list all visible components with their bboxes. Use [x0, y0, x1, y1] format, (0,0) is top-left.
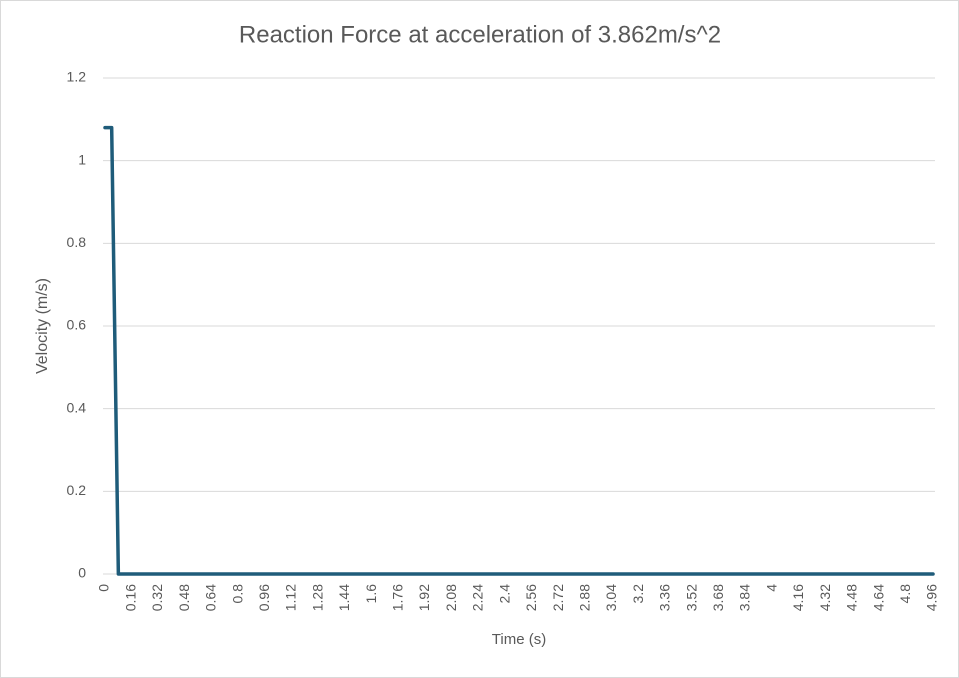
- x-axis-title: Time (s): [492, 631, 546, 648]
- y-tick-label: 0.8: [67, 234, 87, 250]
- x-tick-label: 2.08: [443, 584, 459, 611]
- x-tick-label: 3.84: [737, 584, 753, 611]
- x-tick-label: 4.64: [870, 584, 886, 611]
- x-tick-label: 1.44: [336, 584, 352, 611]
- x-tick-label: 4.48: [844, 584, 860, 611]
- x-tick-label: 3.52: [683, 584, 699, 611]
- x-tick-label: 0.96: [256, 584, 272, 611]
- x-tick-label: 3.68: [710, 584, 726, 611]
- x-tick-label: 4.96: [924, 584, 940, 611]
- x-tick-label: 2.72: [550, 584, 566, 611]
- x-tick-label: 2.88: [576, 584, 592, 611]
- y-tick-label: 1: [78, 151, 86, 167]
- x-tick-label: 1.12: [283, 584, 299, 611]
- chart-title: Reaction Force at acceleration of 3.862m…: [239, 21, 721, 48]
- y-tick-label: 0.2: [67, 482, 87, 498]
- x-tick-label: 4.8: [897, 584, 913, 604]
- x-tick-label: 4: [763, 584, 779, 592]
- x-tick-label: 1.28: [309, 584, 325, 611]
- x-tick-label: 4.32: [817, 584, 833, 611]
- x-tick-label: 3.04: [603, 584, 619, 611]
- y-tick-label: 1.2: [67, 69, 87, 85]
- data-line: [103, 125, 935, 576]
- y-axis-title: Velocity (m/s): [34, 278, 51, 374]
- x-tick-label: 1.76: [390, 584, 406, 611]
- y-tick-label: 0: [78, 565, 86, 581]
- x-tick-label: 2.4: [496, 584, 512, 604]
- y-tick-label: 0.4: [67, 399, 87, 415]
- y-tick-label: 0.6: [67, 317, 87, 333]
- x-tick-label: 0.64: [203, 584, 219, 611]
- x-tick-label: 0.16: [122, 584, 138, 611]
- x-tick-label: 0.8: [229, 584, 245, 604]
- x-tick-label: 0.32: [149, 584, 165, 611]
- x-tick-label: 0: [96, 584, 112, 592]
- x-tick-label: 2.56: [523, 584, 539, 611]
- x-tick-label: 4.16: [790, 584, 806, 611]
- x-tick-label: 2.24: [470, 584, 486, 611]
- x-tick-label: 1.6: [363, 584, 379, 604]
- x-tick-label: 1.92: [416, 584, 432, 611]
- x-tick-label: 3.36: [657, 584, 673, 611]
- x-tick-label: 0.48: [176, 584, 192, 611]
- x-tick-label: 3.2: [630, 584, 646, 604]
